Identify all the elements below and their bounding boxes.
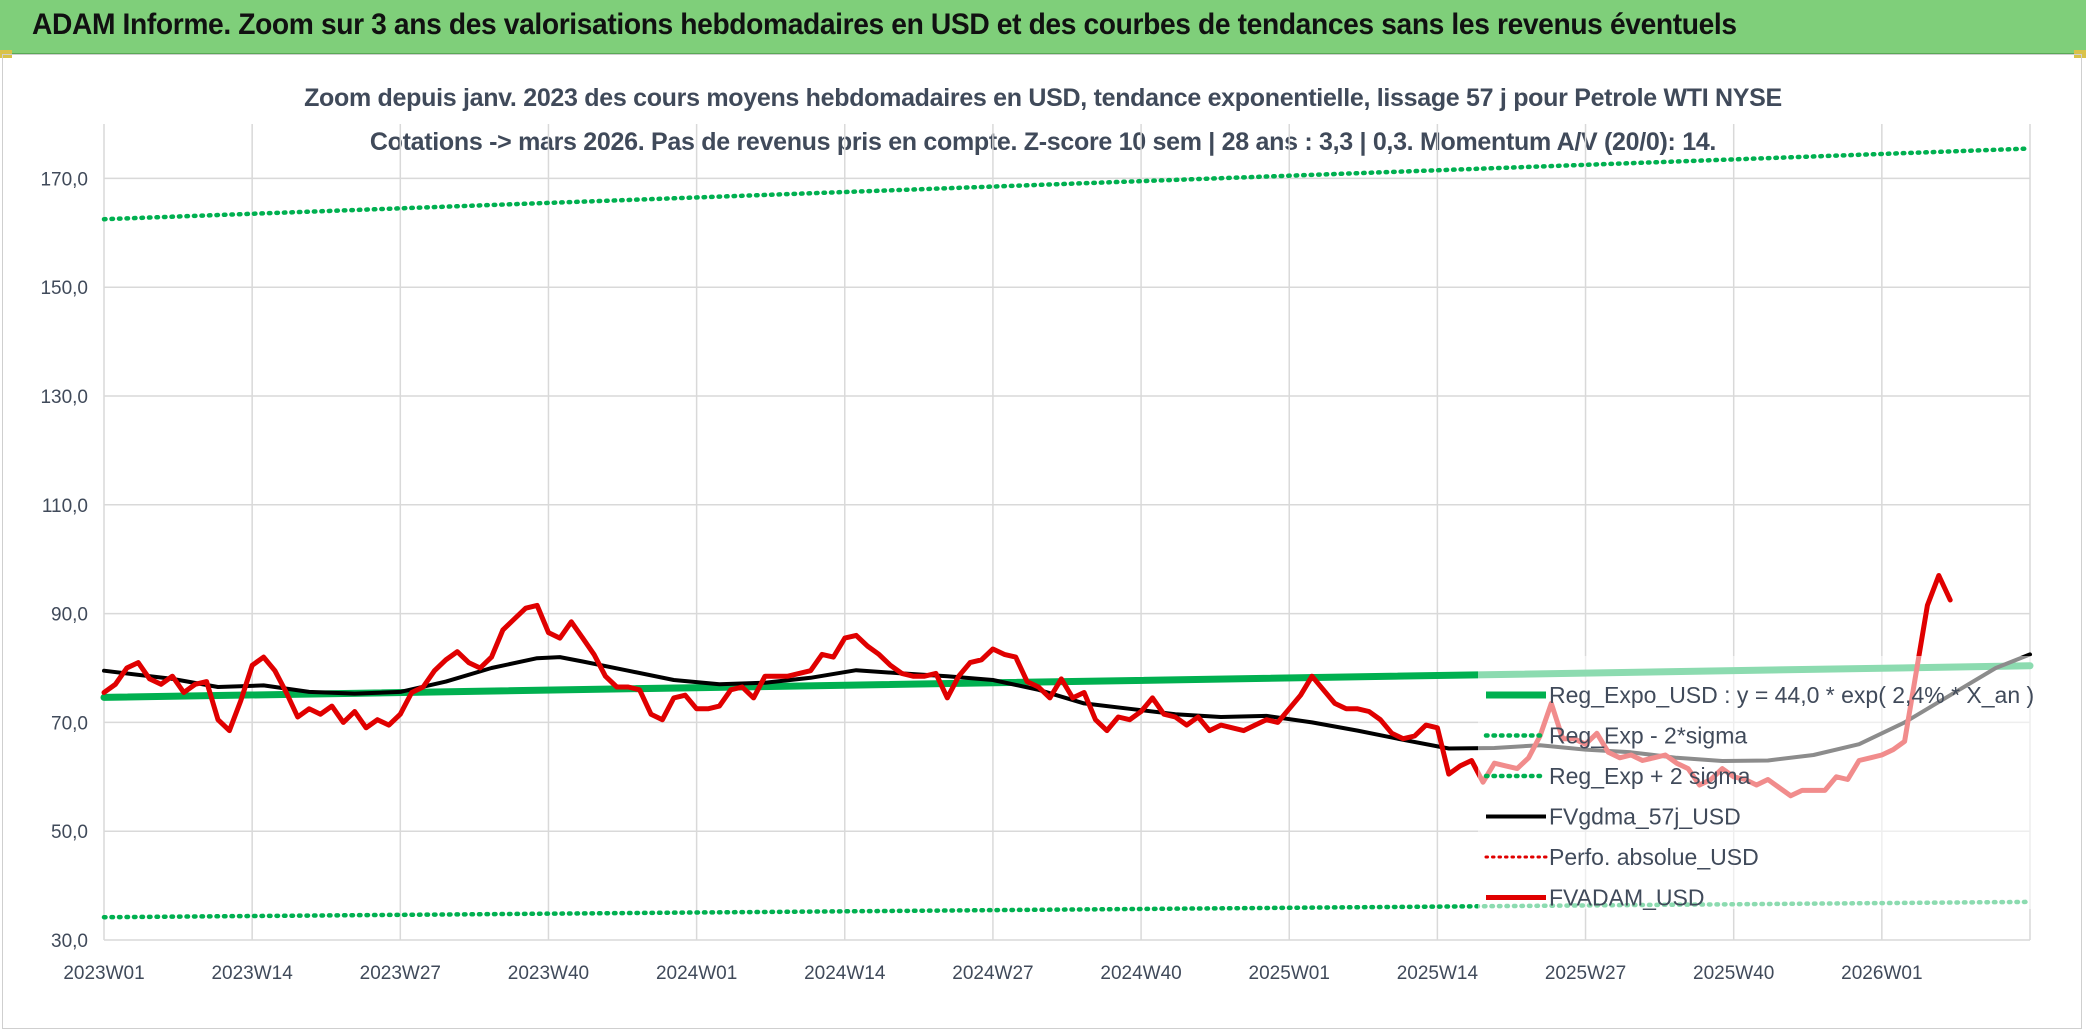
legend-label-reg_expo: Reg_Expo_USD : y = 44,0 * exp( 2,4% * X_… [1549,682,2034,708]
y-tick-label: 110,0 [42,496,88,517]
legend: Reg_Expo_USD : y = 44,0 * exp( 2,4% * X_… [1478,656,2038,911]
grid-layer [103,124,2031,941]
x-axis-ticks: 2023W01 2023W14 2023W27 2023W40 2024W01 2024W… [63,963,1922,984]
x-tick-label: 2025W27 [1545,963,1626,984]
legend-label-perfo: Perfo. absolue_USD [1549,844,1759,870]
x-tick-label: 2025W40 [1693,963,1774,984]
chart-subtitle-line2: Cotations -> mars 2026. Pas de revenus p… [369,128,1717,156]
x-tick-label: 2023W27 [360,963,441,984]
legend-background [1478,656,2038,909]
x-tick-label: 2023W01 [63,963,144,984]
y-tick-label: 130,0 [40,387,88,408]
y-axis-ticks: 30,0 50,0 70,0 90,0 110,0 130,0 150,0 170,0 [40,169,88,952]
y-tick-label: 170,0 [40,169,88,190]
y-tick-label: 150,0 [40,278,88,299]
legend-label-fvadam: FVADAM_USD [1549,885,1705,911]
x-tick-label: 2024W27 [952,963,1033,984]
legend-label-reg_minus: Reg_Exp - 2*sigma [1549,723,1747,749]
x-tick-label: 2025W01 [1249,963,1330,984]
x-tick-label: 2023W40 [508,963,589,984]
y-tick-label: 30,0 [51,931,88,952]
x-tick-label: 2023W14 [211,963,293,984]
report-header-bar: ADAM Informe. Zoom sur 3 ans des valoris… [0,0,2086,54]
y-tick-label: 90,0 [51,605,88,626]
x-tick-label: 2025W14 [1397,963,1479,984]
x-tick-label: 2026W01 [1841,963,1922,984]
x-tick-label: 2024W14 [804,963,886,984]
series-line-reg_plus [101,146,2033,222]
chart-frame [2,54,2082,1029]
y-tick-label: 50,0 [51,822,88,843]
report-title: ADAM Informe. Zoom sur 3 ans des valoris… [32,8,1737,41]
chart-subtitle-line1: Zoom depuis janv. 2023 des cours moyens … [304,84,1782,112]
legend-label-gdma: FVgdma_57j_USD [1549,804,1741,830]
legend-label-reg_plus: Reg_Exp + 2 sigma [1549,763,1751,789]
x-tick-label: 2024W01 [656,963,737,984]
y-tick-label: 70,0 [51,713,88,734]
x-tick-label: 2024W40 [1100,963,1181,984]
